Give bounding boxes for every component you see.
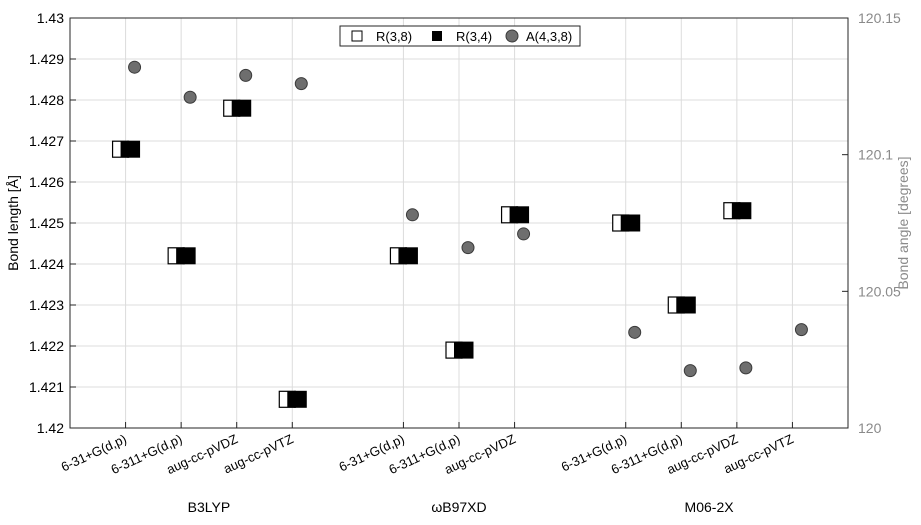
axis-ticks: 1.42 1.421 1.422 1.423 1.424 1.425 1.426 1.427 1… — [29, 10, 901, 515]
legend-label-a438: A(4,3,8) — [526, 29, 572, 44]
r38-square-fill — [731, 202, 740, 219]
y-tick-label-right: 120 — [858, 420, 882, 436]
r38-square-fill — [454, 342, 462, 359]
r38-point — [445, 341, 463, 359]
r38-point — [111, 140, 130, 158]
y-tick-label-left: 1.427 — [29, 133, 64, 149]
legend-label-r34: R(3,4) — [456, 29, 492, 44]
y-axis-label-left: Bond length [Å] — [5, 175, 21, 271]
r34-point — [293, 390, 307, 408]
legend-marker-a438 — [505, 29, 519, 43]
r34-point — [516, 206, 530, 224]
r38-point — [723, 202, 741, 220]
r38-point — [389, 247, 408, 265]
r34-point — [182, 247, 196, 265]
group-label: ωB97XD — [431, 499, 486, 515]
r38-square-fill — [509, 206, 518, 223]
y-tick-label-right: 120.05 — [858, 283, 901, 299]
y-tick-label-left: 1.43 — [37, 10, 64, 26]
y-tick-label-right: 120.15 — [858, 10, 901, 26]
y-tick-label-left: 1.426 — [29, 174, 64, 190]
a438-point — [794, 323, 808, 337]
group-label: M06-2X — [685, 499, 735, 515]
y-tick-label-left: 1.422 — [29, 338, 64, 354]
r38-point — [278, 390, 296, 408]
r38-point — [167, 247, 185, 265]
y-tick-label-right: 120.1 — [858, 147, 893, 163]
r38-point — [612, 214, 630, 232]
y-tick-label-left: 1.421 — [29, 379, 64, 395]
r34-point — [738, 202, 752, 220]
y-tick-label-left: 1.428 — [29, 92, 64, 108]
r38-square-fill — [120, 141, 129, 158]
r38-square-fill — [676, 297, 685, 313]
r38-square-fill — [176, 247, 185, 264]
legend-label-r38: R(3,8) — [376, 29, 412, 44]
r38-square-fill — [287, 391, 296, 408]
y-tick-label-left: 1.424 — [29, 256, 64, 272]
group-label: B3LYP — [188, 499, 231, 515]
r38-square-fill — [231, 100, 240, 117]
y-tick-label-left: 1.425 — [29, 215, 64, 231]
r38-square-fill — [620, 215, 629, 231]
legend: R(3,8) R(3,4) A(4,3,8) — [339, 25, 581, 47]
a438-point — [128, 60, 142, 74]
grid-lines — [70, 18, 848, 428]
a438-point — [517, 227, 531, 241]
y-tick-label-left: 1.42 — [37, 420, 64, 436]
legend-marker-r34 — [432, 31, 442, 41]
legend-box — [339, 25, 581, 47]
r38-point — [667, 296, 685, 314]
a438-point — [628, 325, 642, 339]
a438-point — [294, 77, 308, 91]
legend-marker-r38 — [351, 30, 363, 42]
r38-point — [223, 99, 241, 117]
r34-point — [404, 247, 418, 265]
r34-point — [460, 341, 474, 359]
r34-point — [238, 99, 252, 117]
r34-point — [627, 214, 641, 232]
a438-point — [183, 90, 197, 104]
y-tick-label-left: 1.423 — [29, 297, 64, 313]
r34-point — [682, 296, 696, 314]
a438-point — [739, 361, 753, 375]
y-axis-label-right: Bond angle [degrees] — [895, 156, 911, 289]
y-tick-label-left: 1.429 — [29, 51, 64, 67]
a438-point — [405, 208, 419, 222]
data-marks — [111, 60, 808, 408]
a438-point — [683, 364, 697, 378]
r38-square-fill — [398, 247, 407, 264]
r34-point — [127, 140, 141, 158]
a438-point — [461, 241, 475, 255]
r38-point — [500, 206, 519, 224]
a438-point — [239, 68, 253, 82]
